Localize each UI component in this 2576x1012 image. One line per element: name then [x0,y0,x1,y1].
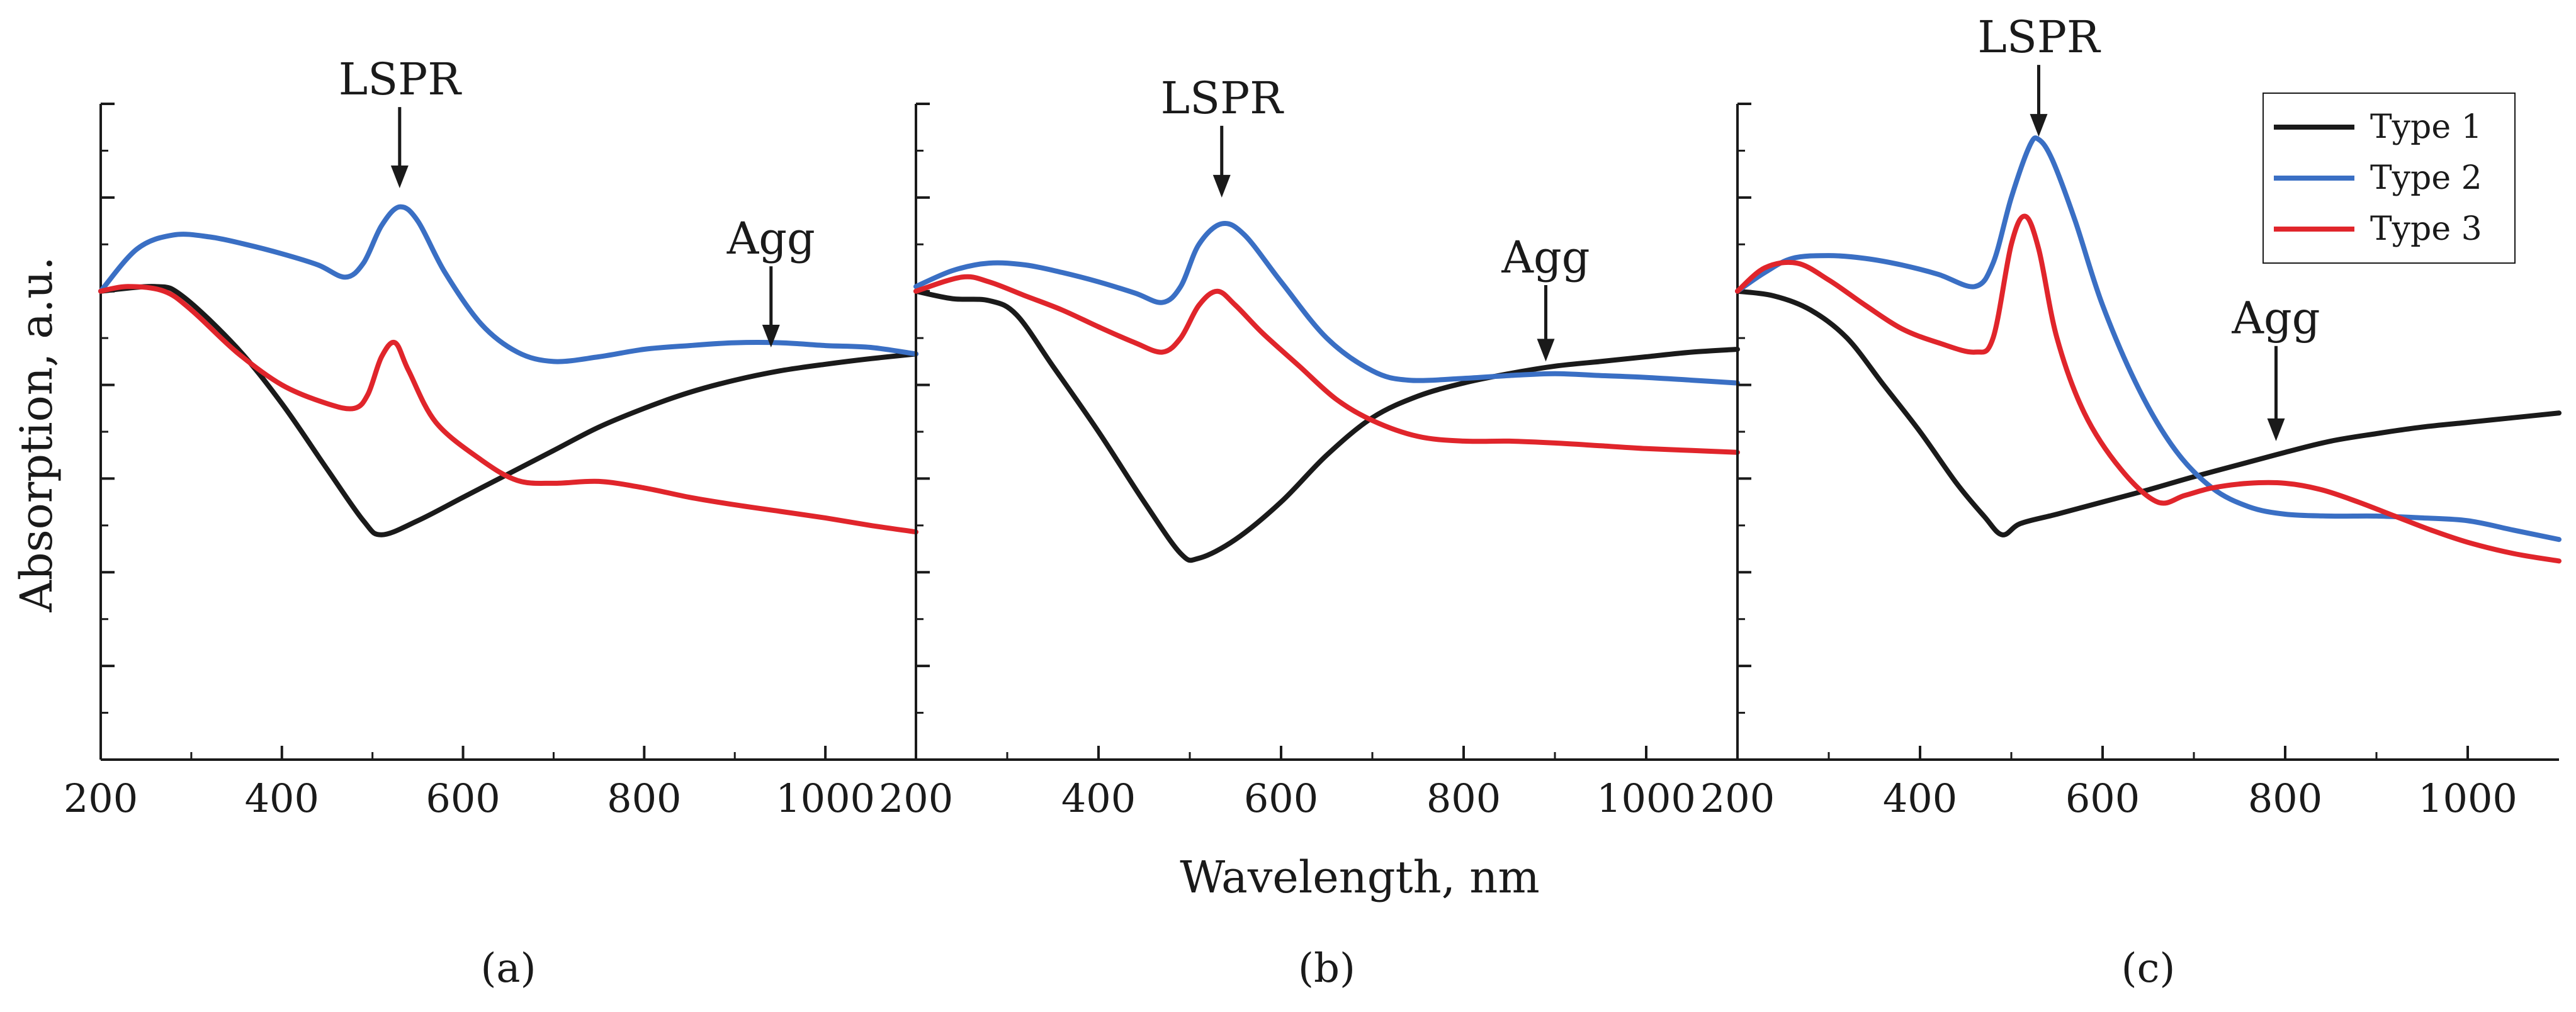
series-line-type-3 [913,274,1740,455]
y-axis-title: Absorption, a.u. [11,256,62,612]
annotation-arrow-head [762,325,780,348]
annotation-arrow-head [1537,339,1555,362]
x-tick-label: 400 [1061,775,1136,821]
x-tick-label: 600 [1244,775,1318,821]
annotation-label-agg: Agg [1501,232,1590,283]
panel-3: 200 400 600 800 1000 LSPR Agg (c) [1700,11,2562,992]
series-line-type-1 [1735,288,2562,537]
annotation-arrow-head [2030,114,2048,137]
x-axis-title: Wavelength, nm [1180,852,1539,903]
x-tick-label: 800 [607,775,681,821]
series-line-type-2 [98,204,918,364]
x-tick-label: 600 [2065,775,2140,821]
x-tick-label: 400 [1883,775,1957,821]
annotation-arrow-head [2267,418,2285,441]
x-tick-label: 600 [426,775,500,821]
series-line-type-3 [98,284,918,535]
annotation-label-lspr: LSPR [1161,72,1285,124]
x-tick-label: 200 [1700,775,1775,821]
panels: 200 400 600 800 1000 LSPR Agg (a) 200 400 600 800 10… [64,11,2562,992]
panel-1: 200 400 600 800 1000 LSPR Agg (a) [64,53,918,992]
panel-2: 200 400 600 800 1000 LSPR Agg (b) [879,72,1740,992]
panel-label: (a) [480,945,536,992]
annotation-arrow-head [390,165,409,188]
legend: Type 1 Type 2 Type 3 [2262,93,2516,264]
x-tick-label: 200 [64,775,138,821]
x-tick-label: 800 [1426,775,1501,821]
series-line-type-2 [1735,135,2562,543]
series-line-type-1 [913,288,1740,563]
annotation-label-lspr: LSPR [1977,11,2101,63]
annotation-label-lspr: LSPR [339,53,463,105]
series-line-type-3 [1735,213,2562,564]
series-line-type-2 [913,220,1740,386]
legend-label-type-3: Type 3 [2370,210,2482,248]
panel-label: (c) [2121,945,2176,992]
annotation-arrow-head [1212,174,1231,198]
x-tick-label: 800 [2248,775,2322,821]
annotation-label-agg: Agg [2231,293,2320,344]
x-tick-label: 1000 [1596,775,1696,821]
legend-label-type-1: Type 1 [2370,108,2482,146]
x-tick-label: 1000 [776,775,875,821]
x-tick-label: 200 [879,775,953,821]
series-line-type-1 [98,284,918,537]
x-tick-label: 400 [245,775,319,821]
x-tick-label: 1000 [2418,775,2517,821]
legend-label-type-2: Type 2 [2370,159,2482,197]
panel-label: (b) [1298,945,1355,992]
annotation-label-agg: Agg [726,213,815,264]
